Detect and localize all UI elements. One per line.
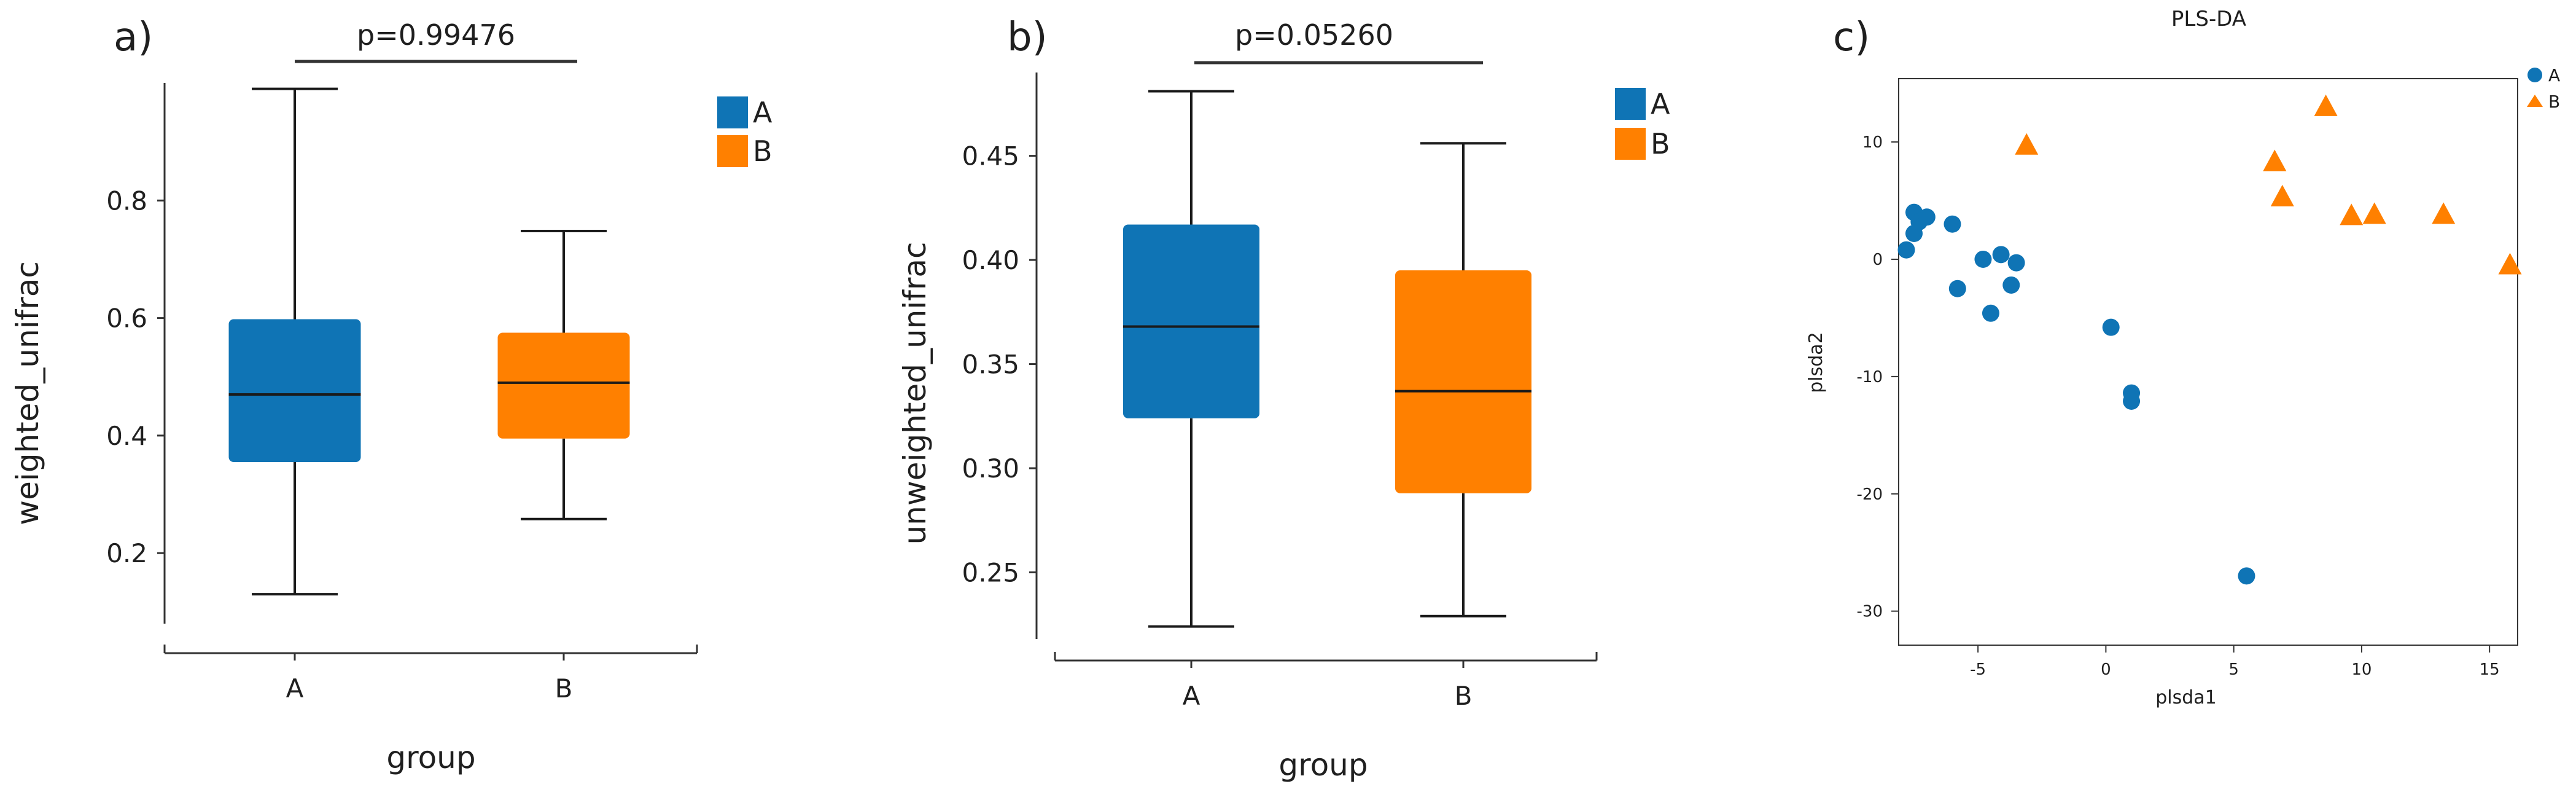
panel-b-y-tick-label: 0.25 (962, 558, 1019, 588)
panel-c-y-tick-label: -30 (1857, 603, 1883, 621)
panel-c-points (1897, 94, 2522, 585)
panel-c-point-a (1944, 215, 1961, 233)
panel-a-y-axis: 0.2 0.4 0.6 0.8 (106, 83, 166, 624)
panel-a-y-tick-label: 0.4 (106, 421, 147, 451)
panel-b-p-value: p=0.05260 (1235, 18, 1393, 52)
panel-a-ylabel: weighted_unifrac (10, 261, 45, 525)
panel-b-box-a (1123, 90, 1259, 628)
panel-c-x-tick-label: 15 (2480, 661, 2500, 679)
panel-c-point-a (2238, 567, 2255, 585)
panel-a-boxes (228, 87, 630, 596)
panel-a-xlabel: group (386, 740, 475, 775)
panel-c-point-a (2102, 318, 2120, 336)
panel-a-legend-label-a: A (753, 96, 772, 129)
panel-a-iqr-box (228, 319, 361, 462)
panel-c-point-a (1897, 241, 1915, 259)
panel-c-label: c) (1833, 15, 1870, 60)
panel-b-legend-label-b: B (1651, 127, 1670, 160)
panel-a-iqr-box (497, 332, 630, 439)
panel-c-point-a (2002, 276, 2020, 294)
panel-a-x-tick-label: A (286, 673, 304, 704)
panel-c-point-a (1992, 246, 2010, 264)
panel-b-y-tick-label: 0.35 (962, 350, 1019, 380)
panel-a-box-b (497, 230, 630, 520)
panel-b-y-tick-label: 0.45 (962, 141, 1019, 171)
panel-c-point-b (2015, 133, 2039, 155)
panel-c-legend-marker-b (2527, 95, 2543, 107)
panel-b-box-b (1395, 142, 1531, 618)
panel-a-p-value: p=0.99476 (357, 18, 515, 52)
panel-c-legend-marker-a (2527, 68, 2542, 82)
panel-b-y-tick-label: 0.40 (962, 245, 1019, 275)
panel-c-y-tick-label: 0 (1872, 251, 1883, 269)
panel-b-xlabel: group (1278, 747, 1368, 783)
panel-c-axes: -5 0 5 10 15 -30 -20 -10 0 10 (1857, 133, 2500, 679)
panel-c-legend-label-a: A (2548, 65, 2560, 85)
panel-a-box-a (228, 87, 361, 596)
panel-c-point-b (2314, 94, 2338, 116)
panel-b-y-tick-label: 0.30 (962, 453, 1019, 484)
panel-c-y-tick-label: 10 (1862, 133, 1883, 152)
panel-c-point-a (1948, 280, 1966, 297)
panel-b-legend-swatch-b (1615, 128, 1646, 160)
panel-a-label: a) (114, 15, 153, 60)
panel-c-ylabel: plsda2 (1805, 332, 1827, 393)
panel-c-title: PLS-DA (2171, 7, 2246, 31)
panel-b-legend-label-a: A (1651, 87, 1670, 120)
panel-c-y-tick-label: -20 (1857, 485, 1883, 504)
panel-c-x-tick-label: -5 (1970, 661, 1986, 679)
panel-b-legend: A B (1615, 87, 1670, 160)
panel-c-point-b (2498, 253, 2522, 275)
panel-b-legend-swatch-a (1615, 88, 1646, 120)
panel-c-x-tick-label: 0 (2101, 661, 2111, 679)
panel-c-point-a (2123, 392, 2141, 410)
panel-c-point-a (1974, 250, 1992, 268)
panel-a-legend-label-b: B (753, 135, 772, 168)
panel-c-plsda: c) PLS-DA -5 0 5 10 15 -30 -20 -10 0 10 plsda2 pl… (1805, 7, 2560, 708)
panel-b-ylabel: unweighted_unifrac (897, 241, 933, 544)
panel-c-point-a (2007, 254, 2025, 272)
panel-c-point-b (2340, 203, 2364, 225)
panel-b-iqr-box (1395, 270, 1531, 493)
panel-c-point-b (2270, 184, 2294, 206)
panel-b-label: b) (1007, 15, 1048, 60)
panel-b-x-tick-label: A (1183, 681, 1200, 711)
panel-c-x-tick-label: 5 (2228, 661, 2239, 679)
panel-c-legend: A B (2527, 65, 2560, 112)
panel-b-y-axis: 0.25 0.30 0.35 0.40 0.45 (962, 73, 1038, 639)
panel-c-point-b (2362, 202, 2386, 224)
panel-c-y-tick-label: -10 (1857, 368, 1883, 386)
panel-a-legend-swatch-a (717, 96, 748, 128)
panel-a-y-tick-label: 0.6 (106, 304, 147, 334)
panel-b-x-tick-label: B (1455, 681, 1473, 711)
panel-b-boxes (1123, 90, 1531, 628)
panel-c-point-b (2432, 202, 2456, 224)
panel-c-legend-label-b: B (2548, 92, 2560, 112)
panel-a-legend: A B (717, 96, 772, 168)
panel-c-xlabel: plsda1 (2155, 687, 2217, 708)
panel-c-point-a (1918, 208, 1936, 226)
panel-c-plot-frame (1898, 78, 2518, 646)
panel-a-legend-swatch-b (717, 135, 748, 167)
panel-c-x-tick-label: 10 (2351, 661, 2372, 679)
panel-c-point-a (1982, 304, 1999, 322)
panel-b-iqr-box (1123, 224, 1259, 418)
panel-c-point-b (2263, 149, 2287, 171)
panel-a-x-tick-label: B (555, 673, 573, 704)
panel-a-y-tick-label: 0.2 (106, 538, 147, 568)
panel-a-y-tick-label: 0.8 (106, 186, 147, 216)
